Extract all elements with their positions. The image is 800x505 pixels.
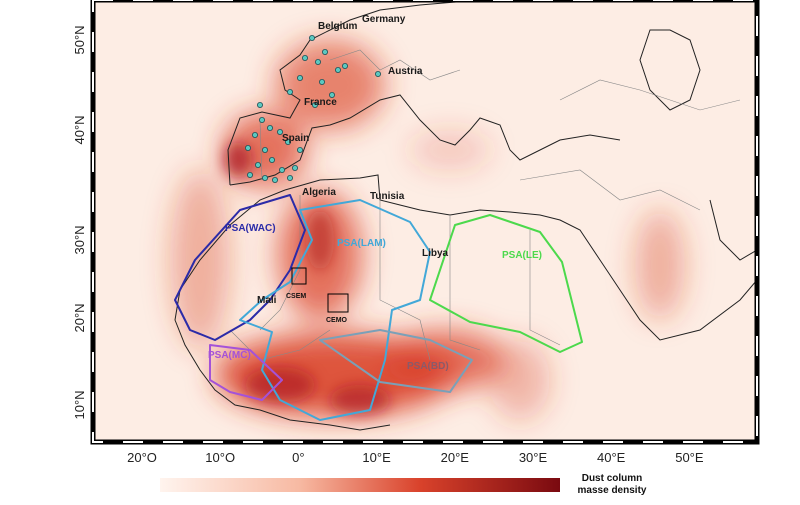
region-bd bbox=[319, 329, 473, 393]
station bbox=[271, 176, 278, 183]
lat-label: 10°N bbox=[72, 390, 87, 419]
country-label: Mali bbox=[257, 295, 277, 306]
station bbox=[261, 146, 268, 153]
station bbox=[261, 174, 268, 181]
station bbox=[296, 146, 303, 153]
country-label: Austria bbox=[388, 66, 423, 77]
regions bbox=[174, 194, 583, 421]
lon-label: 30°E bbox=[519, 450, 548, 465]
station bbox=[266, 125, 273, 132]
lon-label: 20°O bbox=[127, 450, 157, 465]
station bbox=[258, 117, 265, 124]
site-label: CEMO bbox=[326, 317, 348, 324]
station bbox=[374, 71, 381, 78]
country-label: Germany bbox=[362, 14, 406, 25]
station bbox=[314, 59, 321, 66]
lat-labels: 50°N 40°N 30°N 20°N 10°N bbox=[72, 25, 87, 419]
site-box-cemo bbox=[327, 293, 349, 313]
station bbox=[334, 67, 341, 74]
country-label: Libya bbox=[422, 248, 449, 259]
region-label: PSA(BD) bbox=[407, 361, 449, 372]
lon-labels: 20°O 10°O 0° 10°E 20°E 30°E 40°E 50°E bbox=[127, 450, 704, 465]
map-frame bbox=[90, 0, 760, 445]
stations bbox=[244, 35, 381, 183]
country-label: Algeria bbox=[302, 187, 336, 198]
lon-label: 10°E bbox=[362, 450, 391, 465]
station bbox=[278, 166, 285, 173]
lon-label: 10°O bbox=[205, 450, 235, 465]
lat-label: 40°N bbox=[72, 115, 87, 144]
region-le bbox=[429, 214, 583, 353]
lon-label: 50°E bbox=[675, 450, 704, 465]
station bbox=[246, 171, 253, 178]
colorbar-title: masse density bbox=[578, 485, 647, 496]
station bbox=[244, 144, 251, 151]
lat-label: 30°N bbox=[72, 225, 87, 254]
region-lam bbox=[239, 199, 431, 421]
station bbox=[286, 174, 293, 181]
station bbox=[286, 89, 293, 96]
region-label: PSA(WAC) bbox=[225, 223, 276, 234]
region-mc bbox=[209, 344, 283, 401]
lon-label: 20°E bbox=[441, 450, 470, 465]
country-label: Belgium bbox=[318, 21, 358, 32]
station bbox=[328, 92, 335, 99]
coastlines bbox=[174, 0, 757, 431]
region-label: PSA(LE) bbox=[502, 250, 542, 261]
station bbox=[268, 156, 275, 163]
colorbar-title: Dust column bbox=[582, 473, 643, 484]
station bbox=[318, 79, 325, 86]
station bbox=[284, 138, 291, 145]
lat-label: 20°N bbox=[72, 303, 87, 332]
station bbox=[256, 102, 263, 109]
country-label: France bbox=[304, 97, 337, 108]
lat-label: 50°N bbox=[72, 25, 87, 54]
station bbox=[311, 102, 318, 109]
site-label: CSEM bbox=[286, 293, 306, 300]
station bbox=[308, 35, 315, 42]
station bbox=[296, 75, 303, 82]
station bbox=[276, 128, 283, 135]
lon-label: 40°E bbox=[597, 450, 626, 465]
colorbar bbox=[160, 478, 560, 492]
country-label: Tunisia bbox=[370, 191, 405, 202]
station bbox=[341, 63, 348, 70]
country-label: Spain bbox=[282, 133, 309, 144]
site-box-csem bbox=[291, 267, 307, 285]
region-label: PSA(LAM) bbox=[337, 238, 386, 249]
station bbox=[251, 131, 258, 138]
region-label: PSA(MC) bbox=[208, 350, 251, 361]
dust-field bbox=[170, 40, 685, 420]
region-wac bbox=[174, 194, 306, 341]
station bbox=[254, 161, 261, 168]
station bbox=[291, 164, 298, 171]
station bbox=[321, 49, 328, 56]
station bbox=[301, 55, 308, 62]
lon-label: 0° bbox=[292, 450, 304, 465]
